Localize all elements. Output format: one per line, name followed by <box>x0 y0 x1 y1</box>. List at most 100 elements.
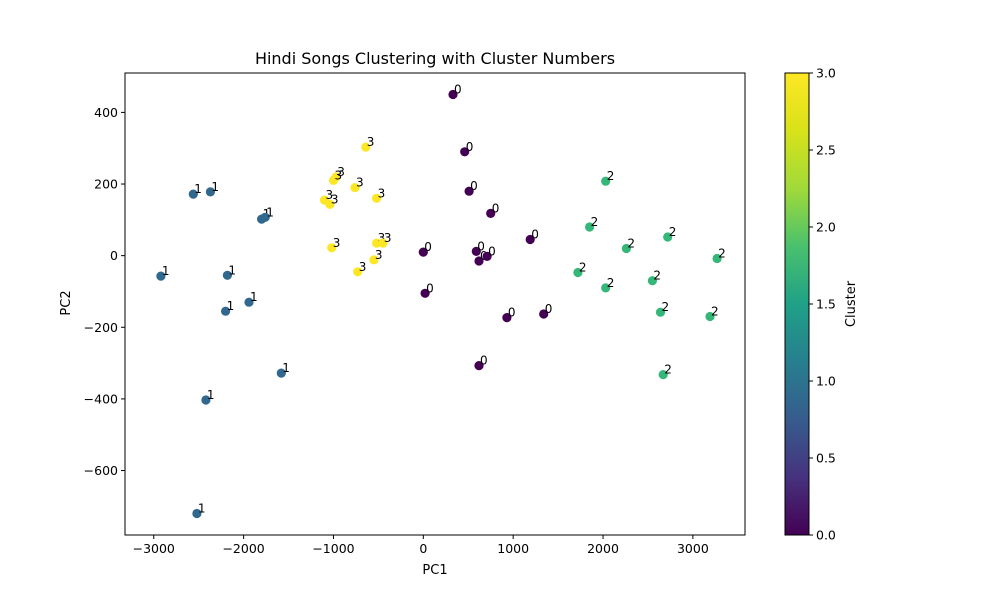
chart-title: Hindi Songs Clustering with Cluster Numb… <box>255 49 615 68</box>
point-label: 0 <box>480 354 488 368</box>
point-label: 2 <box>669 225 677 239</box>
data-point <box>655 307 666 317</box>
data-point <box>601 176 611 186</box>
axes: −3000 −2000 −1000 0 1000 2000 30004002000−200−… <box>84 72 746 556</box>
point-label: 3 <box>333 236 341 250</box>
point-label: 3 <box>378 231 386 245</box>
point-label: 0 <box>508 306 516 320</box>
point-label: 1 <box>198 502 206 516</box>
data-point <box>474 361 484 371</box>
data-point <box>601 283 611 293</box>
data-point <box>585 222 595 232</box>
x-tick-label: −3000 <box>133 541 175 556</box>
data-point <box>244 297 254 307</box>
colorbar-tick-label: 1.0 <box>816 374 836 389</box>
point-label: 0 <box>545 302 553 316</box>
point-label: 2 <box>579 261 587 275</box>
data-point <box>471 246 481 256</box>
point-label: 3 <box>335 168 343 182</box>
data-point <box>482 251 492 261</box>
data-point <box>328 175 339 185</box>
point-label: 3 <box>375 248 383 262</box>
point-label: 1 <box>227 299 235 313</box>
x-tick-label: 0 <box>419 541 427 556</box>
point-label: 2 <box>627 237 635 251</box>
data-point <box>460 147 470 157</box>
colorbar-tick-label: 2.5 <box>816 143 836 158</box>
data-point <box>658 370 668 380</box>
y-tick-label: −400 <box>84 391 118 406</box>
point-label: 2 <box>607 169 615 183</box>
point-label: 2 <box>607 276 615 290</box>
data-point <box>712 253 722 264</box>
point-label: 2 <box>591 215 599 229</box>
data-point <box>420 288 430 298</box>
x-axis-label: PC1 <box>422 563 447 578</box>
data-point <box>361 142 371 152</box>
point-label: 1 <box>211 180 219 194</box>
point-label: 1 <box>282 361 290 375</box>
point-label: 0 <box>454 83 462 97</box>
data-point <box>372 193 382 203</box>
y-tick-label: 400 <box>94 105 118 120</box>
data-point <box>188 189 198 199</box>
data-point <box>621 243 632 254</box>
y-tick-label: −200 <box>84 320 118 335</box>
data-point <box>418 247 428 257</box>
data-point <box>192 508 202 519</box>
point-label: 3 <box>337 165 345 179</box>
data-point <box>372 238 382 248</box>
point-label: 0 <box>477 239 485 253</box>
y-tick-label: 200 <box>94 177 118 192</box>
data-point <box>201 395 211 405</box>
data-point <box>327 243 337 253</box>
data-point <box>573 267 583 278</box>
data-point <box>221 306 231 316</box>
colorbar-tick-label: 0.5 <box>816 451 836 466</box>
point-label: 3 <box>378 186 386 200</box>
point-label: 1 <box>162 264 170 278</box>
point-label: 1 <box>266 205 274 219</box>
point-label: 0 <box>424 240 432 254</box>
point-label: 0 <box>470 179 478 193</box>
colorbar-tick-label: 0.0 <box>816 528 836 543</box>
data-point <box>378 238 388 248</box>
point-label: 2 <box>653 269 661 283</box>
point-label: 0 <box>466 140 474 154</box>
data-point <box>350 183 360 193</box>
data-point <box>276 368 286 378</box>
point-label: 3 <box>356 176 364 190</box>
x-tick-label: 3000 <box>677 541 709 556</box>
colorbar-gradient <box>784 72 810 536</box>
data-point <box>647 276 658 286</box>
x-tick-label: 1000 <box>497 541 529 556</box>
data-point <box>525 234 535 245</box>
x-tick-label: 2000 <box>587 541 619 556</box>
point-label: 1 <box>194 182 202 196</box>
y-tick-label: 0 <box>110 248 118 263</box>
point-label: 3 <box>384 231 392 245</box>
point-label: 3 <box>326 188 334 202</box>
data-point <box>464 186 474 196</box>
data-point <box>705 311 715 322</box>
point-label: 3 <box>331 192 339 206</box>
colorbar-tick-label: 3.0 <box>816 66 836 81</box>
point-label: 1 <box>207 388 215 402</box>
point-label: 1 <box>228 263 236 277</box>
data-point <box>502 313 512 323</box>
point-label: 2 <box>711 305 719 319</box>
data-point <box>353 267 363 277</box>
colorbar-tick-label: 2.0 <box>816 220 836 235</box>
x-tick-label: −2000 <box>222 541 264 556</box>
y-tick-label: −600 <box>84 463 118 478</box>
point-label: 2 <box>664 363 672 377</box>
data-point <box>260 212 270 222</box>
colorbar-label: Cluster <box>844 280 859 327</box>
data-point <box>222 270 232 280</box>
data-point <box>474 256 484 266</box>
data-point <box>663 232 673 242</box>
point-label: 1 <box>250 290 258 304</box>
plot-frame <box>124 72 746 536</box>
